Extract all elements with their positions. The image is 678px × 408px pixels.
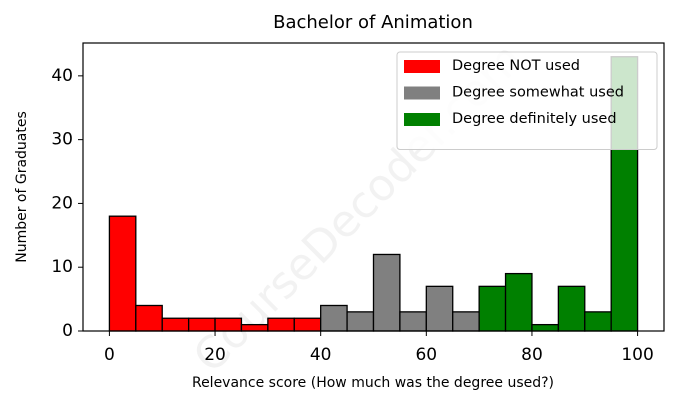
x-tick-label: 60 xyxy=(415,345,437,365)
legend-swatch xyxy=(404,60,440,73)
y-axis-label: Number of Graduates xyxy=(14,111,30,263)
bar xyxy=(135,304,163,332)
legend-box xyxy=(396,51,658,150)
x-tick-label: 100 xyxy=(621,345,653,365)
bar xyxy=(557,285,586,332)
chart-title: Bachelor of Animation xyxy=(273,12,473,33)
y-tick-label: 30 xyxy=(51,130,73,150)
bar xyxy=(161,317,190,332)
legend-label: Degree NOT used xyxy=(452,58,580,74)
y-tick-label: 10 xyxy=(51,257,73,277)
legend-swatch xyxy=(404,113,440,126)
bar xyxy=(531,323,560,332)
bar xyxy=(214,317,243,332)
bar xyxy=(346,311,375,332)
x-tick-label: 20 xyxy=(204,345,226,365)
bar xyxy=(240,323,269,332)
bar xyxy=(504,272,533,332)
bar xyxy=(320,304,348,332)
bar xyxy=(293,317,322,332)
bar xyxy=(452,311,480,332)
x-tick-label: 0 xyxy=(104,345,115,365)
x-tick-label: 80 xyxy=(521,345,543,365)
bar xyxy=(372,253,401,332)
legend-swatch xyxy=(404,86,440,100)
bar xyxy=(108,215,137,332)
bar xyxy=(478,285,507,332)
plot-frame xyxy=(82,42,665,332)
y-tick-label: 0 xyxy=(62,321,73,341)
x-axis-label: Relevance score (How much was the degree… xyxy=(192,375,554,391)
bar xyxy=(584,311,612,332)
legend-label: Degree somewhat used xyxy=(452,85,624,101)
y-tick-label: 40 xyxy=(51,66,73,86)
bar xyxy=(399,311,427,332)
bar xyxy=(425,285,454,332)
x-tick-label: 40 xyxy=(310,345,332,365)
bar xyxy=(187,317,216,332)
bar xyxy=(267,317,295,332)
y-tick-label: 20 xyxy=(51,193,73,213)
legend-label: Degree definitely used xyxy=(452,111,617,127)
